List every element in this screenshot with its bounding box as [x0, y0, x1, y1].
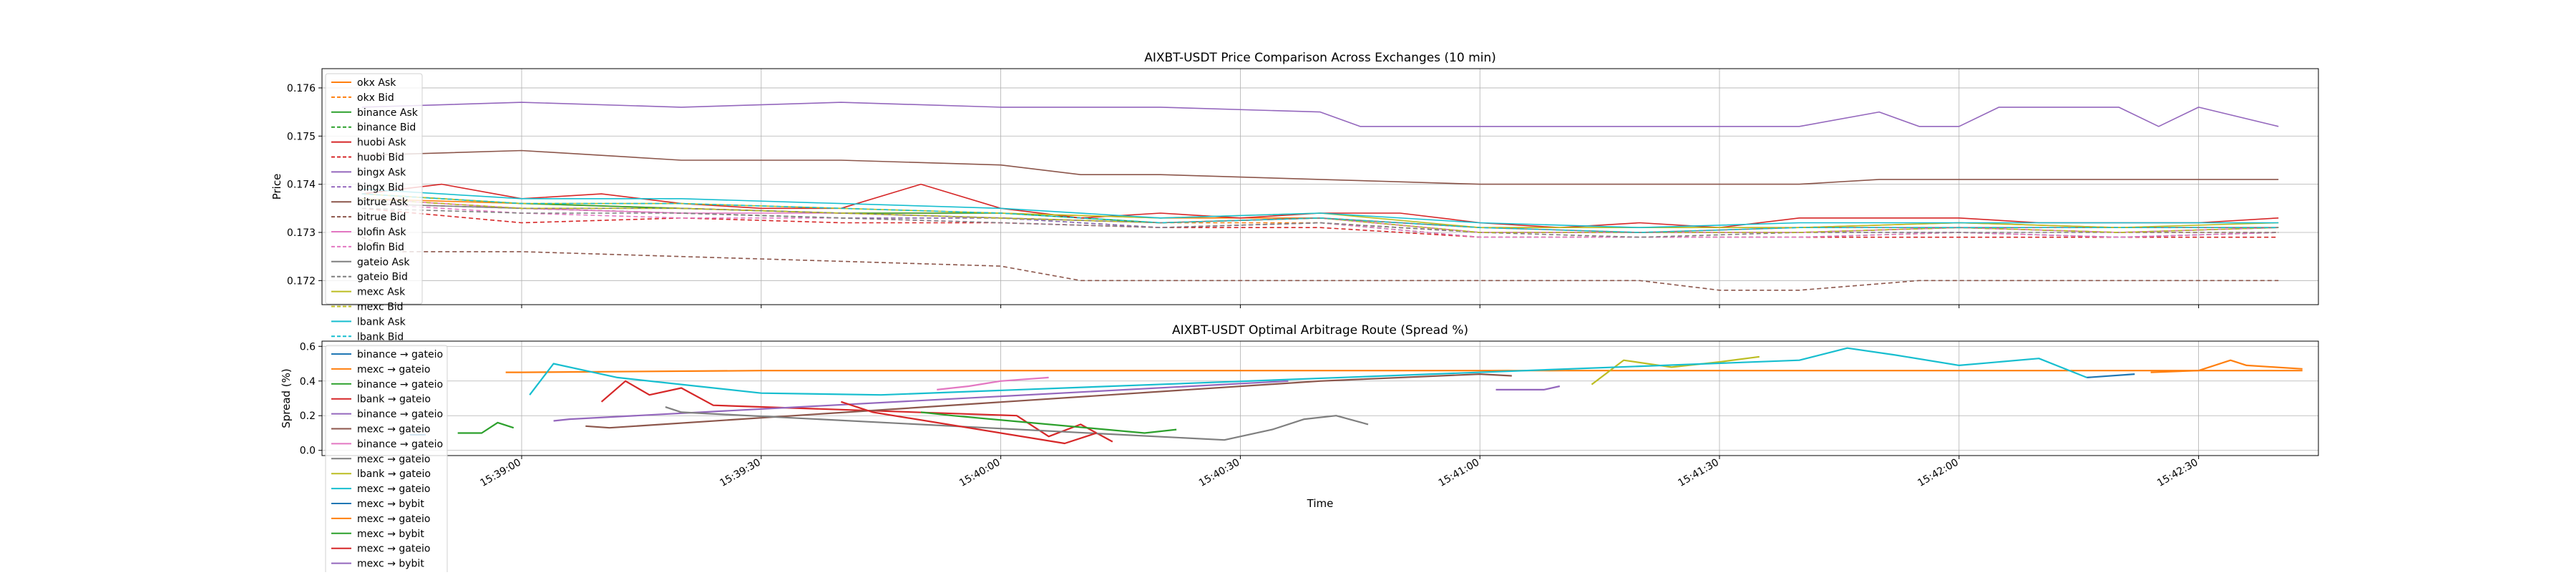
series-line-12: [920, 411, 1177, 434]
legend-entry: mexc → gateio: [357, 424, 430, 436]
spread-x-axis-label: Time: [1307, 497, 1334, 510]
price-y-ticks: 0.172 0.173 0.174 0.175 0.176: [287, 83, 322, 287]
spread-plot-frame: [321, 340, 2319, 456]
spread-y-axis-label: Spread (%): [280, 368, 293, 428]
legend-entry: binance Bid: [357, 122, 416, 134]
legend-entry: mexc → bybit: [357, 529, 424, 540]
legend-entry: lbank → gateio: [357, 468, 431, 480]
series-line-1: [505, 370, 2303, 373]
series-line-14: [1496, 385, 1561, 391]
legend-entry: mexc Bid: [357, 302, 404, 313]
legend-entry: bingx Bid: [357, 182, 404, 193]
series-line-13: [361, 207, 2279, 238]
spread-legend: binance → gateio mexc → gateio binance → g…: [325, 345, 448, 575]
series-line-6: [937, 376, 1049, 390]
legend-entry: mexc → bybit: [357, 559, 424, 570]
spread-series: [409, 347, 2303, 445]
series-line-5: [585, 373, 1512, 429]
y-tick-label: 0.0: [300, 446, 316, 457]
series-line-17: [361, 193, 2279, 233]
legend-entry: mexc → bybit: [357, 498, 424, 510]
legend-entry: lbank → gateio: [357, 394, 431, 406]
legend-entry: binance → gateio: [357, 438, 443, 450]
legend-entry: binance Ask: [357, 107, 419, 119]
series-line-8: [1591, 355, 1760, 385]
spread-chart-title: AIXBT-USDT Optimal Arbitrage Route (Spre…: [1172, 323, 1468, 338]
price-grid: [322, 69, 2318, 308]
series-line-9: [361, 236, 2279, 291]
legend-entry: gateio Bid: [357, 272, 408, 283]
series-line-3: [600, 380, 1113, 443]
legend-entry: mexc → gateio: [357, 483, 430, 495]
spread-y-ticks: 0.0 0.2 0.4 0.6: [300, 341, 322, 457]
legend-entry: blofin Ask: [357, 227, 406, 238]
legend-entry: lbank Bid: [357, 331, 404, 343]
series-line-6: [361, 102, 2279, 127]
series-line-16: [361, 188, 2279, 229]
y-tick-label: 0.172: [287, 275, 316, 287]
legend-entry: mexc → gateio: [357, 453, 430, 465]
legend-entry: bingx Ask: [357, 167, 406, 178]
legend-entry: mexc → gateio: [357, 364, 430, 375]
legend-entry: binance → gateio: [357, 349, 443, 360]
y-tick-label: 0.173: [287, 227, 316, 239]
y-tick-label: 0.174: [287, 180, 316, 191]
price-series: [361, 102, 2279, 291]
legend-entry: blofin Bid: [357, 242, 404, 253]
series-line-5: [361, 207, 2279, 238]
series-line-4: [553, 380, 1289, 422]
y-tick-label: 0.175: [287, 131, 316, 142]
legend-entry: gateio Ask: [357, 257, 410, 268]
legend-entry: huobi Ask: [357, 137, 406, 149]
legend-entry: mexc → gateio: [357, 544, 430, 555]
price-y-axis-label: Price: [270, 174, 283, 200]
legend-entry: huobi Bid: [357, 152, 404, 164]
series-line-9: [529, 347, 2087, 396]
legend-entry: mexc Ask: [357, 287, 406, 298]
price-chart: 0.172 0.173 0.174 0.175 0.176 AIXBT-USDT Pri…: [270, 51, 2319, 343]
legend-entry: mexc → gateio: [357, 513, 430, 525]
legend-entry: bitrue Bid: [357, 212, 406, 223]
legend-entry: bitrue Ask: [357, 197, 409, 208]
series-line-2: [457, 421, 514, 434]
legend-entry: okx Ask: [357, 77, 396, 89]
series-line-10: [2087, 373, 2135, 378]
legend-entry: okx Bid: [357, 92, 394, 104]
y-tick-label: 0.4: [300, 376, 316, 388]
series-line-7: [665, 406, 1369, 441]
series-line-13: [841, 400, 1097, 445]
legend-entry: binance → gateio: [357, 379, 443, 390]
price-chart-title: AIXBT-USDT Price Comparison Across Excha…: [1144, 51, 1496, 65]
y-tick-label: 0.176: [287, 83, 316, 94]
series-line-11: [2150, 359, 2303, 373]
price-legend: okx Ask okx Bid binance Ask binance Bid huob…: [325, 73, 423, 343]
legend-entry: binance → gateio: [357, 409, 443, 421]
y-tick-label: 0.2: [300, 411, 316, 422]
price-plot-frame: [321, 68, 2319, 305]
legend-entry: lbank Ask: [357, 316, 406, 328]
series-line-8: [361, 149, 2279, 185]
y-tick-label: 0.6: [300, 341, 316, 353]
